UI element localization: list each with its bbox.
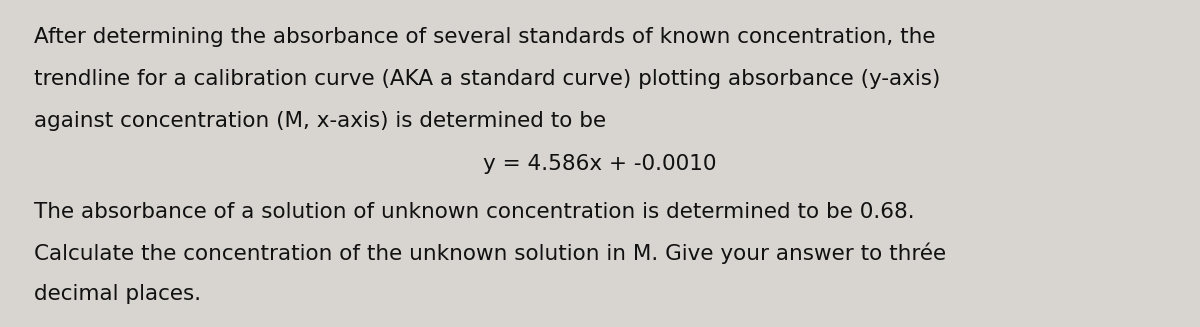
Text: After determining the absorbance of several standards of known concentration, th: After determining the absorbance of seve…	[34, 27, 935, 47]
Text: trendline for a calibration curve (AKA a standard curve) plotting absorbance (y-: trendline for a calibration curve (AKA a…	[34, 69, 940, 89]
Text: y = 4.586x + -0.0010: y = 4.586x + -0.0010	[484, 154, 716, 174]
Text: against concentration (M, x-axis) is determined to be: against concentration (M, x-axis) is det…	[34, 111, 606, 131]
Text: Calculate the concentration of the unknown solution in M. Give your answer to th: Calculate the concentration of the unkno…	[34, 243, 946, 265]
Text: decimal places.: decimal places.	[34, 284, 200, 304]
Text: The absorbance of a solution of unknown concentration is determined to be 0.68.: The absorbance of a solution of unknown …	[34, 202, 914, 222]
